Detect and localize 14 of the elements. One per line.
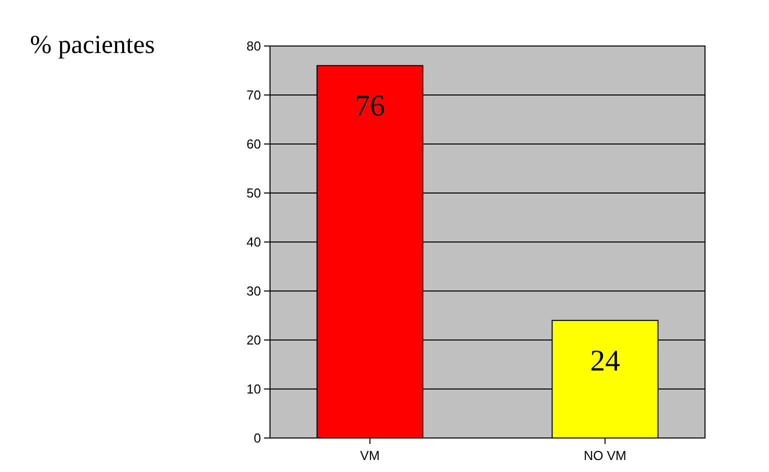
x-tick-label: VM [360,448,380,463]
y-tick-label: 20 [246,332,261,348]
y-tick-label: 80 [246,38,261,54]
x-tick-label: NO VM [584,448,626,463]
data-label: 76 [354,90,385,123]
y-tick-label: 30 [246,284,261,299]
y-axis-title: % pacientes [30,30,155,59]
y-tick-label: 0 [254,430,261,446]
y-tick-label: 60 [246,136,261,152]
y-tick-label: 50 [246,186,261,201]
y-tick-label: 10 [246,382,261,397]
data-label: 24 [590,344,620,378]
y-tick-label: 70 [246,88,261,103]
y-tick-label: 40 [246,234,261,250]
